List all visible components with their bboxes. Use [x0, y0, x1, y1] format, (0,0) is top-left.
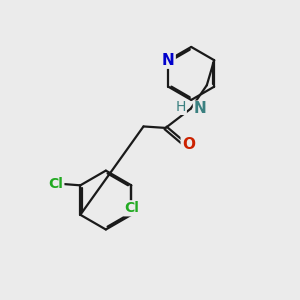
Text: N: N — [162, 53, 175, 68]
Text: Cl: Cl — [49, 177, 63, 191]
Text: O: O — [182, 136, 195, 152]
Text: N: N — [194, 101, 206, 116]
Text: Cl: Cl — [124, 201, 139, 215]
Text: H: H — [176, 100, 186, 114]
